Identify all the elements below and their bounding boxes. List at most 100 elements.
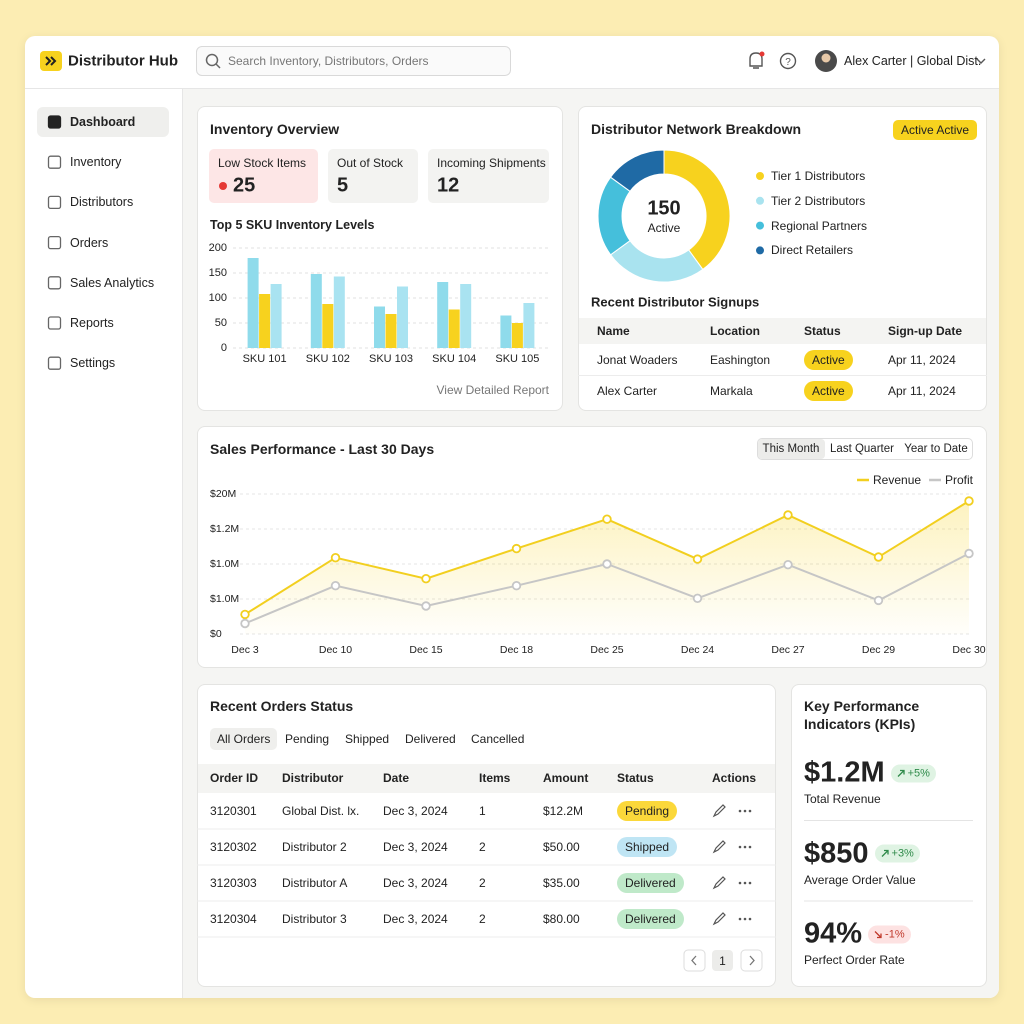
table-cell: 2 xyxy=(479,912,486,926)
table-cell: Dec 3, 2024 xyxy=(383,912,448,926)
page-number[interactable]: 1 xyxy=(719,953,726,968)
point xyxy=(692,593,703,603)
filter-chip[interactable]: Pending xyxy=(285,732,330,746)
y-tick-label: 200 xyxy=(208,242,227,254)
stat-label: Incoming Shipments xyxy=(437,156,546,170)
kpi-row: $1.2M +5% xyxy=(804,757,936,790)
kpi-label: Total Revenue xyxy=(804,792,881,806)
legend-dot xyxy=(756,196,764,205)
more-icon-dot xyxy=(743,917,747,921)
user-name: Alex Carter | Global Dist. xyxy=(844,54,982,68)
legend-dot xyxy=(756,246,764,255)
more-icon-dot xyxy=(748,845,752,849)
nav-item[interactable]: Settings xyxy=(70,356,116,371)
status-pill: Shipped xyxy=(617,837,678,857)
bell-icon[interactable] xyxy=(749,52,763,69)
status-pill: Pending xyxy=(617,801,678,821)
stat-value: 25 xyxy=(233,174,256,197)
help-icon[interactable] xyxy=(779,52,797,70)
x-tick-label: Dec 27 xyxy=(771,644,805,656)
more-icon-dot xyxy=(738,881,742,885)
column-header: Items xyxy=(479,771,511,785)
tab[interactable]: Last Quarter xyxy=(830,443,894,455)
legend-label: Regional Partners xyxy=(771,218,868,233)
donut-center-value: 150 xyxy=(647,197,681,220)
nav-icon xyxy=(47,155,62,169)
filter-chip[interactable]: Shipped xyxy=(345,732,390,746)
notification-dot xyxy=(759,51,765,57)
table-cell: 2 xyxy=(479,876,486,890)
more-icon-dot xyxy=(748,917,752,921)
user-menu-chevron[interactable] xyxy=(976,58,986,64)
nav-active-bg xyxy=(37,107,169,137)
kpi-value: 94% xyxy=(804,917,863,950)
table-cell: Alex Carter xyxy=(597,384,658,398)
kpi-change-text: +5% xyxy=(907,767,930,779)
search-placeholder[interactable]: Search Inventory, Distributors, Orders xyxy=(228,54,429,68)
nav-item[interactable]: Reports xyxy=(70,316,114,330)
nav-item[interactable]: Distributors xyxy=(70,195,134,210)
x-tick-label: Dec 18 xyxy=(499,644,534,656)
bar xyxy=(270,284,282,348)
point xyxy=(602,514,612,524)
y-tick-label: 50 xyxy=(214,317,227,329)
tab[interactable]: This Month xyxy=(762,443,820,455)
nav-icon xyxy=(47,195,62,210)
bar xyxy=(397,286,408,348)
bar xyxy=(333,276,345,348)
kpi-change: +5% xyxy=(890,764,936,782)
filter-chip[interactable]: Delivered xyxy=(405,732,456,746)
column-header: Status xyxy=(617,771,654,785)
y-tick-label: $1.0M xyxy=(210,558,240,570)
filter-chip[interactable]: Cancelled xyxy=(471,732,525,746)
stat-value: 12 xyxy=(437,174,460,197)
stat-label: Low Stock Items xyxy=(218,156,307,170)
kpi-value: $1.2M xyxy=(804,756,885,789)
point xyxy=(421,601,431,611)
nav-icon xyxy=(47,276,62,290)
point xyxy=(330,581,341,591)
nav-item[interactable]: Inventory xyxy=(70,155,122,170)
x-tick-label: Dec 3 xyxy=(231,644,259,656)
filter-chip[interactable]: All Orders xyxy=(210,728,278,750)
trend-arrow xyxy=(874,930,882,938)
stat-label: Out of Stock xyxy=(337,156,404,170)
sidebar-divider xyxy=(182,89,183,998)
column-header: Status xyxy=(804,324,841,338)
y-tick-label: $0 xyxy=(210,628,222,640)
table-cell: 1 xyxy=(479,804,486,818)
donut-segment xyxy=(609,239,704,283)
stat-box xyxy=(328,149,418,203)
page-current-bg xyxy=(712,950,733,971)
card-title: Sales Performance - Last 30 Days xyxy=(210,441,435,457)
legend-label: Revenue xyxy=(873,473,922,487)
column-header: Order ID xyxy=(210,771,259,785)
bar xyxy=(259,294,271,348)
x-tick-label: SKU 101 xyxy=(242,353,287,365)
tab[interactable]: Year to Date xyxy=(904,443,968,455)
bar xyxy=(448,309,460,348)
table-cell: Distributor 3 xyxy=(282,912,347,926)
nav-item[interactable]: Sales Analytics xyxy=(70,275,155,290)
point xyxy=(511,581,522,591)
legend-dot xyxy=(756,221,764,230)
table-cell: Global Dist. lx. xyxy=(282,804,360,818)
y-tick-label: $1.2M xyxy=(210,523,240,535)
search-box[interactable] xyxy=(196,46,511,76)
link[interactable]: View Detailed Report xyxy=(436,383,549,397)
nav-item[interactable]: Dashboard xyxy=(70,115,136,129)
donut-segment xyxy=(597,176,631,256)
bar xyxy=(385,314,397,348)
table-cell: 3120304 xyxy=(210,912,257,926)
more-icon-dot xyxy=(738,917,742,921)
page-prev-chevron xyxy=(691,955,697,966)
nav-item[interactable]: Orders xyxy=(70,235,109,250)
card-title: Recent Orders Status xyxy=(210,698,354,714)
table-cell: Jonat Woaders xyxy=(597,353,678,367)
help-glyph: ? xyxy=(785,57,791,68)
legend-label: Tier 1 Distributors xyxy=(771,169,866,183)
edit-icon xyxy=(712,840,726,854)
table-cell: 3120301 xyxy=(210,804,257,818)
signups-header-bg xyxy=(579,318,986,344)
